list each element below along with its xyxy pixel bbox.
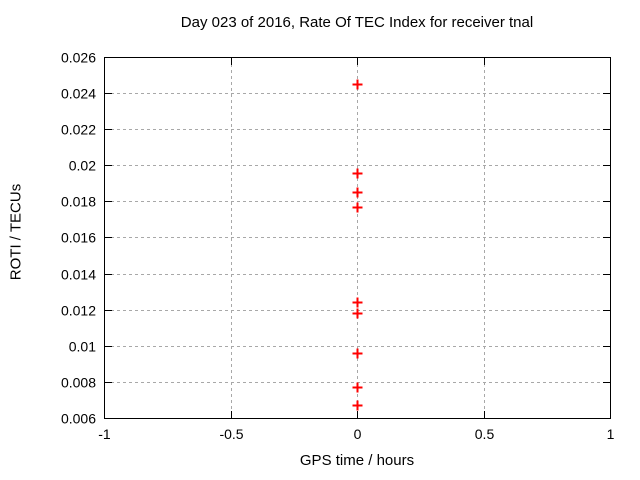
y-tick-label: 0.018 bbox=[61, 194, 96, 210]
y-tick-label: 0.026 bbox=[61, 50, 96, 66]
x-axis-label: GPS time / hours bbox=[299, 452, 415, 469]
y-tick-label: 0.006 bbox=[61, 411, 96, 427]
chart-title: Day 023 of 2016, Rate Of TEC Index for r… bbox=[180, 14, 534, 31]
y-tick-label: 0.012 bbox=[61, 303, 96, 319]
x-tick-label: 0 bbox=[354, 426, 362, 442]
y-tick-label: 0.016 bbox=[61, 230, 96, 246]
y-tick-label: 0.008 bbox=[61, 375, 96, 391]
y-tick-label: 0.01 bbox=[69, 339, 96, 355]
x-tick-label: 1 bbox=[607, 426, 615, 442]
x-tick-label: -1 bbox=[98, 426, 111, 442]
x-tick-label: 0.5 bbox=[475, 426, 495, 442]
y-tick-label: 0.014 bbox=[61, 267, 96, 283]
plot-border bbox=[104, 57, 611, 419]
y-tick-label: 0.022 bbox=[61, 122, 96, 138]
y-tick-label: 0.02 bbox=[69, 158, 96, 174]
y-tick-label: 0.024 bbox=[61, 86, 96, 102]
x-tick-label: -0.5 bbox=[219, 426, 243, 442]
